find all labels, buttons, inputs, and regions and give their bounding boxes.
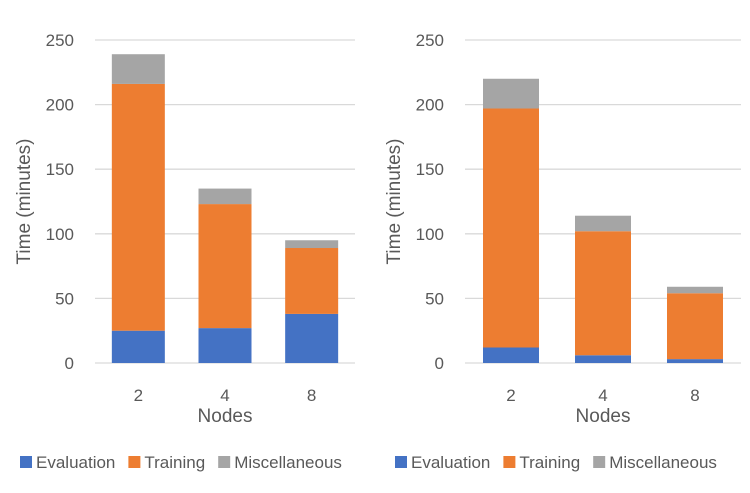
x-tick-label: 2 [506,386,515,405]
bar-evaluation-4 [198,328,252,363]
bar-training-4 [575,231,631,356]
x-tick-label: 8 [690,386,699,405]
legend-swatch-miscellaneous [218,456,231,468]
bar-evaluation-2 [483,347,539,363]
bar-training-2 [483,108,539,348]
y-axis-title: Time (minutes) [384,139,405,265]
legend-swatch-miscellaneous [593,456,606,468]
legend-label-evaluation: Evaluation [36,453,115,472]
x-tick-label: 8 [307,386,316,405]
legend-label-training: Training [519,453,580,472]
legend-swatch-evaluation [20,456,32,468]
y-tick-label: 250 [46,31,74,50]
x-tick-label: 4 [220,386,229,405]
bar-miscellaneous-8 [667,286,723,294]
legend-swatch-evaluation [395,456,407,468]
y-tick-label: 250 [416,31,444,50]
bar-evaluation-2 [111,330,165,363]
bar-miscellaneous-2 [483,78,539,109]
bar-miscellaneous-2 [111,54,165,84]
bar-evaluation-8 [667,359,723,363]
bar-training-2 [111,83,165,331]
bar-evaluation-4 [575,355,631,363]
legend-label-miscellaneous: Miscellaneous [609,453,717,472]
x-tick-label: 4 [598,386,607,405]
y-tick-label: 0 [435,354,444,373]
legend-label-training: Training [144,453,205,472]
y-tick-label: 100 [416,225,444,244]
legend-swatch-training [128,456,141,468]
bar-training-8 [667,293,723,360]
bar-miscellaneous-4 [575,215,631,232]
chart-panel-2: 0 50 100 150 200 250 2 4 8 Nodes Time (minutes) Eva… [384,31,741,472]
x-axis-title: Nodes [198,406,253,427]
legend: Evaluation Training Miscellaneous [395,453,717,472]
legend: Evaluation Training Miscellaneous [20,453,342,472]
y-tick-label: 0 [65,354,74,373]
bar-training-8 [285,248,339,314]
bar-training-4 [198,204,252,329]
bar-evaluation-8 [285,313,339,363]
bar-miscellaneous-8 [285,240,339,249]
y-tick-label: 150 [46,160,74,179]
y-tick-label: 200 [46,96,74,115]
legend-label-miscellaneous: Miscellaneous [234,453,342,472]
y-tick-label: 150 [416,160,444,179]
y-tick-label: 100 [46,225,74,244]
y-tick-label: 50 [425,289,444,308]
bar-miscellaneous-4 [198,188,252,205]
y-axis-title: Time (minutes) [14,139,35,265]
chart-panel-1: 0 50 100 150 200 250 2 4 8 Nodes Time (minutes) Eva… [14,31,355,472]
y-tick-label: 200 [416,96,444,115]
legend-swatch-training [503,456,516,468]
y-tick-label: 50 [55,289,74,308]
legend-label-evaluation: Evaluation [411,453,490,472]
x-tick-label: 2 [134,386,143,405]
x-axis-title: Nodes [576,406,631,427]
